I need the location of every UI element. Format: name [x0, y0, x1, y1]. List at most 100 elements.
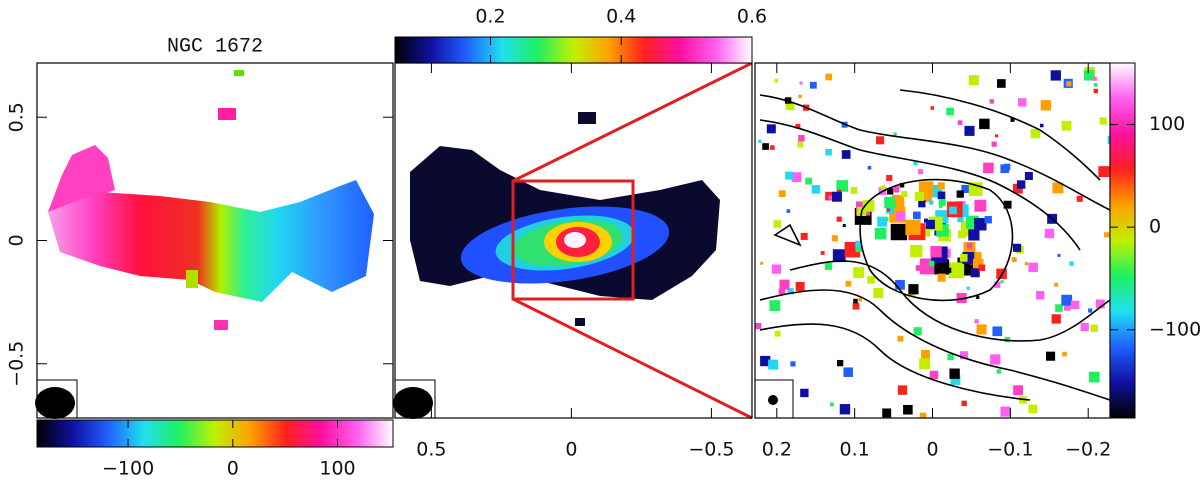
pixel — [962, 252, 975, 264]
colorbar — [1109, 62, 1136, 419]
pixel — [1016, 180, 1026, 189]
pixel — [1024, 172, 1033, 180]
pixel — [964, 125, 975, 136]
pixel — [1083, 70, 1095, 81]
pixel — [960, 351, 969, 360]
pixel — [967, 242, 973, 249]
pixel — [974, 218, 987, 231]
pixel — [877, 216, 888, 227]
pixel — [1093, 88, 1099, 94]
colorbar-tick-label: 100 — [1149, 113, 1185, 135]
pixel — [887, 208, 891, 212]
pixel — [785, 171, 794, 180]
pixel — [949, 206, 957, 215]
pixel — [774, 330, 781, 337]
pixel — [811, 185, 821, 194]
pixel — [1012, 243, 1022, 252]
x-tick-label: −0.5 — [688, 439, 734, 461]
pixel — [855, 245, 863, 253]
pixel — [972, 258, 984, 270]
pixel — [978, 264, 986, 271]
velocity-map — [48, 70, 374, 330]
pixel — [974, 319, 979, 324]
pixel — [893, 186, 900, 193]
pixel — [770, 145, 775, 150]
pixel — [970, 268, 980, 278]
pixel — [913, 211, 921, 220]
pixel — [976, 295, 980, 299]
pixel — [983, 162, 994, 174]
pixel — [984, 216, 992, 224]
x-tick-label: 0.5 — [416, 439, 446, 461]
pixel — [831, 191, 842, 202]
pixel — [778, 288, 786, 296]
pixel — [930, 246, 942, 258]
pixel — [774, 78, 779, 83]
pixel — [1028, 404, 1038, 414]
pixel — [795, 281, 805, 291]
pixel — [903, 404, 913, 415]
pixel — [1000, 406, 1011, 417]
pixel — [773, 220, 782, 228]
pixel — [1044, 228, 1055, 239]
pixel — [798, 135, 805, 142]
pixel — [1003, 163, 1011, 171]
beam — [35, 387, 75, 419]
pixel — [990, 354, 1001, 365]
pixel — [825, 148, 832, 156]
pixel — [758, 139, 762, 143]
pixel — [895, 211, 906, 221]
pixel — [946, 107, 954, 116]
zoom-indicator — [511, 61, 753, 420]
pixel — [1092, 76, 1097, 81]
pixel — [1050, 70, 1061, 81]
pixel — [867, 165, 872, 170]
pixel — [850, 187, 858, 194]
pixel — [1003, 200, 1012, 209]
pixel — [1057, 253, 1061, 257]
pixel — [949, 368, 960, 379]
pixel — [805, 177, 813, 185]
colorbar-tick-label: 0 — [227, 458, 239, 480]
pixel — [919, 412, 927, 418]
pixel — [956, 292, 967, 304]
pixel — [921, 192, 932, 203]
pixel — [755, 323, 762, 330]
pixel — [938, 199, 946, 207]
pixel — [826, 74, 831, 79]
pixel — [1066, 81, 1072, 87]
pixel — [884, 196, 896, 209]
pixel — [862, 200, 875, 212]
pixel — [895, 279, 905, 290]
y-tick-label: 0.5 — [6, 102, 28, 132]
pixel — [919, 358, 931, 370]
pixel — [1024, 262, 1029, 266]
colorbar-tick-label: 100 — [319, 458, 355, 480]
pixel — [825, 262, 833, 270]
pixel — [956, 190, 964, 198]
pixel — [968, 229, 980, 241]
pixel — [1107, 135, 1110, 145]
pixel — [914, 191, 925, 201]
x-tick-label: −0.2 — [1065, 439, 1111, 461]
pixel — [830, 402, 834, 407]
pixel — [800, 232, 808, 240]
pixel — [905, 219, 921, 236]
pixel — [937, 182, 945, 190]
pixel — [836, 216, 842, 222]
pixel — [867, 276, 875, 284]
pixel — [991, 141, 997, 147]
pixel — [795, 123, 801, 129]
pixel — [897, 335, 904, 342]
pixel — [841, 150, 851, 159]
pixel — [957, 215, 964, 223]
pixel — [760, 261, 764, 265]
pixel — [1051, 314, 1061, 324]
pixel — [1046, 351, 1056, 361]
pixel — [1061, 120, 1072, 131]
pixel — [1099, 117, 1107, 125]
pixel — [791, 172, 802, 183]
colorbar-tick-label: 0.4 — [606, 6, 636, 28]
pixel — [778, 190, 786, 198]
pixel — [1095, 299, 1105, 309]
